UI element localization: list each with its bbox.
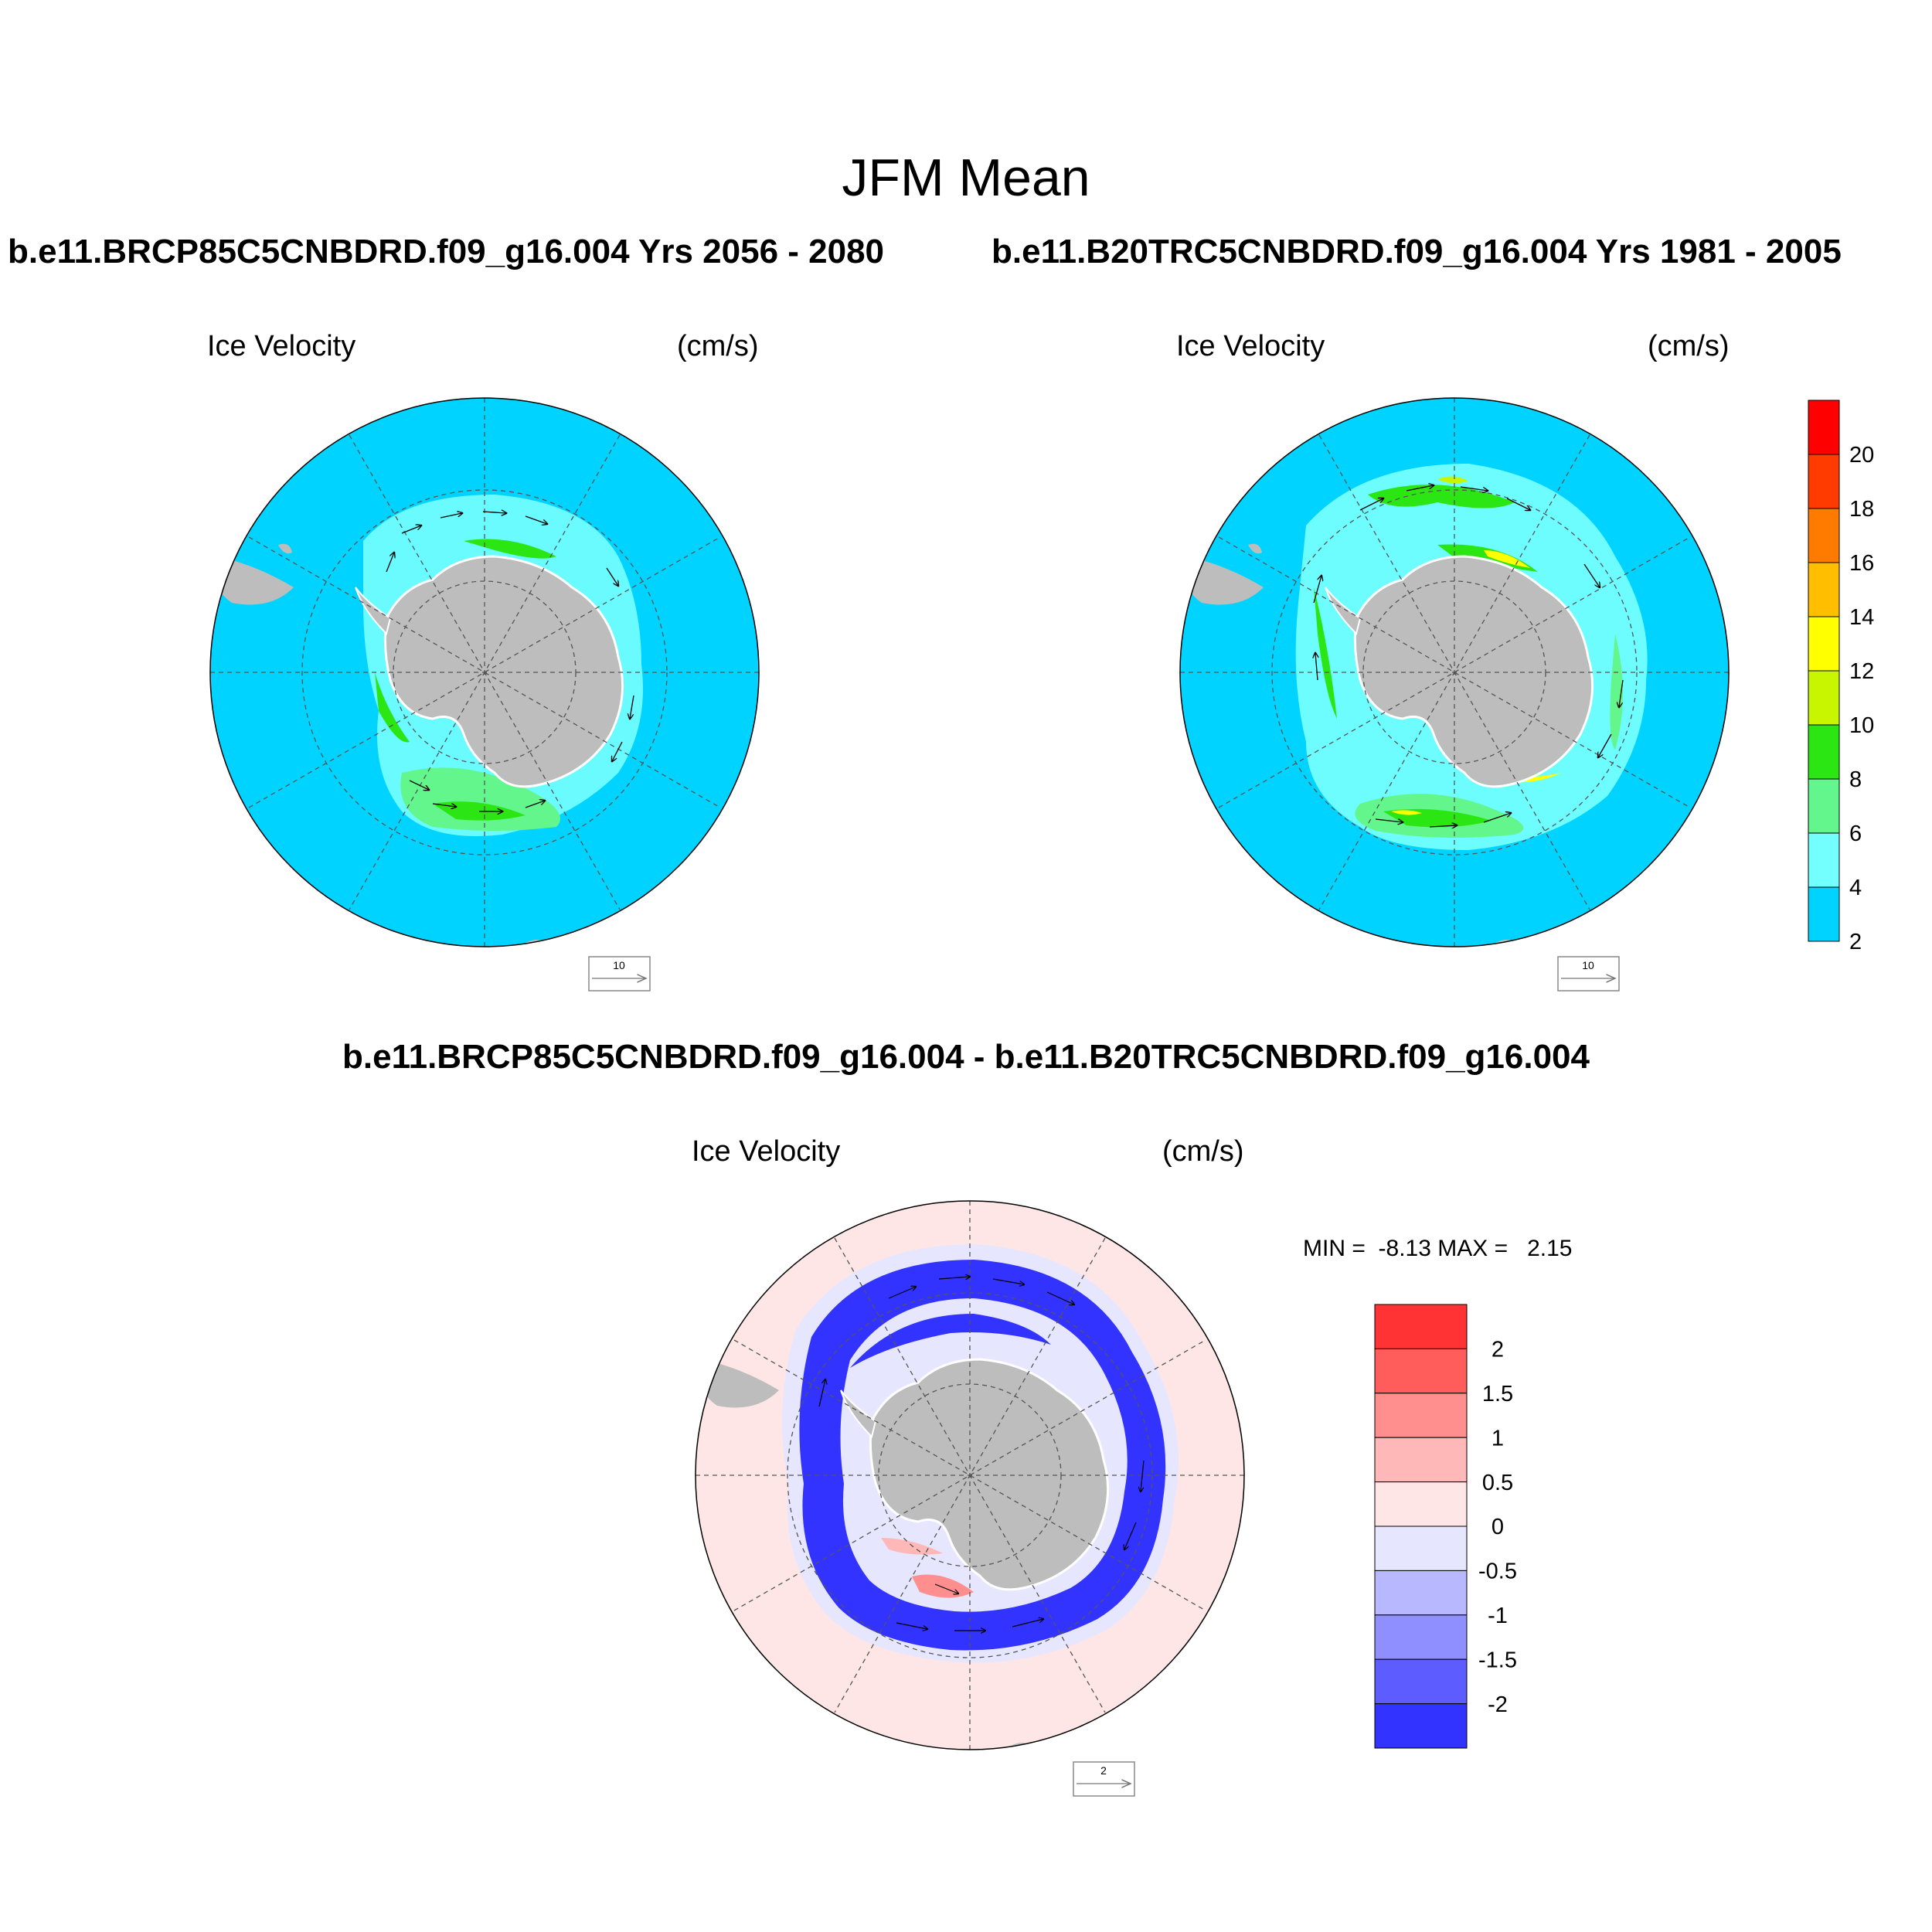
top-left-units-label: (cm/s) [677, 330, 759, 362]
top-right-antarctica [1353, 555, 1594, 788]
speed-colorbar-swatch [1808, 886, 1840, 942]
speed-colorbar-swatch [1808, 778, 1840, 834]
diff-colorbar-swatch [1374, 1348, 1468, 1394]
top-left-ref-vector-label: 10 [613, 959, 625, 971]
speed-colorbar-swatch [1808, 670, 1840, 726]
diff-colorbar-swatch [1374, 1526, 1468, 1571]
top-left-variable-label: Ice Velocity [207, 330, 356, 362]
top-left-polar-map [209, 397, 760, 947]
diff-colorbar: 2 1.5 1 0.5 0 -0.5 -1 -1.5 -2 [1374, 1304, 1517, 1749]
diff-colorbar-swatch [1374, 1614, 1468, 1660]
top-right-polar-map [1179, 397, 1730, 947]
top-left-antarctica [383, 555, 624, 788]
top-right-reference-vector: 10 [1557, 956, 1620, 992]
speed-colorbar-label: 20 [1849, 443, 1874, 468]
speed-colorbar: 20 18 16 14 12 10 8 6 4 2 [1808, 400, 1874, 954]
speed-colorbar-swatch [1808, 616, 1840, 672]
diff-variable-label: Ice Velocity [692, 1135, 841, 1168]
speed-colorbar-label: 8 [1849, 767, 1862, 792]
diff-colorbar-swatch [1374, 1570, 1468, 1616]
top-right-units-label: (cm/s) [1648, 330, 1730, 362]
diff-min-max: MIN = -8.13 MAX = 2.15 [1303, 1236, 1573, 1261]
diff-units-label: (cm/s) [1162, 1135, 1244, 1168]
top-right-case-title: b.e11.B20TRC5CNBDRD.f09_g16.004 Yrs 1981… [992, 233, 1842, 270]
diff-colorbar-label: 0.5 [1482, 1471, 1513, 1495]
speed-colorbar-swatch [1808, 400, 1840, 455]
diff-reference-vector: 2 [1073, 1761, 1135, 1797]
top-right-ref-vector-label: 10 [1582, 959, 1594, 971]
top-left-velocity-vectors [386, 512, 634, 811]
speed-colorbar-swatch [1808, 508, 1840, 563]
speed-colorbar-label: 14 [1849, 605, 1874, 630]
diff-colorbar-swatch [1374, 1703, 1468, 1749]
speed-colorbar-label: 6 [1849, 821, 1862, 846]
diff-colorbar-label: -1.5 [1478, 1648, 1517, 1672]
speed-colorbar-label: 10 [1849, 713, 1874, 738]
diff-colorbar-swatch [1374, 1393, 1468, 1438]
diff-colorbar-swatch [1374, 1304, 1468, 1349]
speed-colorbar-label: 16 [1849, 551, 1874, 576]
top-left-reference-vector: 10 [588, 956, 651, 992]
speed-colorbar-label: 18 [1849, 497, 1874, 522]
top-right-velocity-vectors [1314, 485, 1624, 827]
top-left-graticule [210, 398, 759, 947]
main-title: JFM Mean [842, 148, 1090, 207]
speed-colorbar-label: 12 [1849, 659, 1874, 684]
diff-colorbar-label: -1 [1488, 1604, 1508, 1628]
diff-polar-map [695, 1200, 1245, 1750]
diff-colorbar-swatch [1374, 1437, 1468, 1483]
diff-graticule [696, 1201, 1244, 1750]
diff-colorbar-label: 1 [1492, 1426, 1504, 1451]
diff-velocity-vectors [818, 1277, 1145, 1631]
diff-case-title: b.e11.BRCP85C5CNBDRD.f09_g16.004 - b.e11… [342, 1038, 1590, 1076]
speed-colorbar-swatch [1808, 832, 1840, 888]
diff-colorbar-label: -0.5 [1478, 1560, 1517, 1584]
speed-colorbar-swatch [1808, 454, 1840, 509]
top-right-variable-label: Ice Velocity [1176, 330, 1325, 362]
top-left-case-title: b.e11.BRCP85C5CNBDRD.f09_g16.004 Yrs 205… [8, 233, 885, 270]
diff-colorbar-label: -2 [1488, 1692, 1508, 1717]
diff-colorbar-swatch [1374, 1481, 1468, 1527]
speed-colorbar-label: 4 [1849, 876, 1862, 900]
diff-colorbar-label: 2 [1492, 1338, 1504, 1362]
speed-colorbar-swatch [1808, 562, 1840, 617]
speed-colorbar-label: 2 [1849, 930, 1862, 954]
diff-colorbar-label: 1.5 [1482, 1382, 1513, 1406]
diff-antarctica [869, 1358, 1110, 1591]
diff-colorbar-label: 0 [1492, 1515, 1504, 1539]
diff-colorbar-swatch [1374, 1658, 1468, 1705]
top-right-graticule [1180, 398, 1729, 947]
diff-ref-vector-label: 2 [1100, 1764, 1107, 1777]
speed-colorbar-swatch [1808, 724, 1840, 780]
